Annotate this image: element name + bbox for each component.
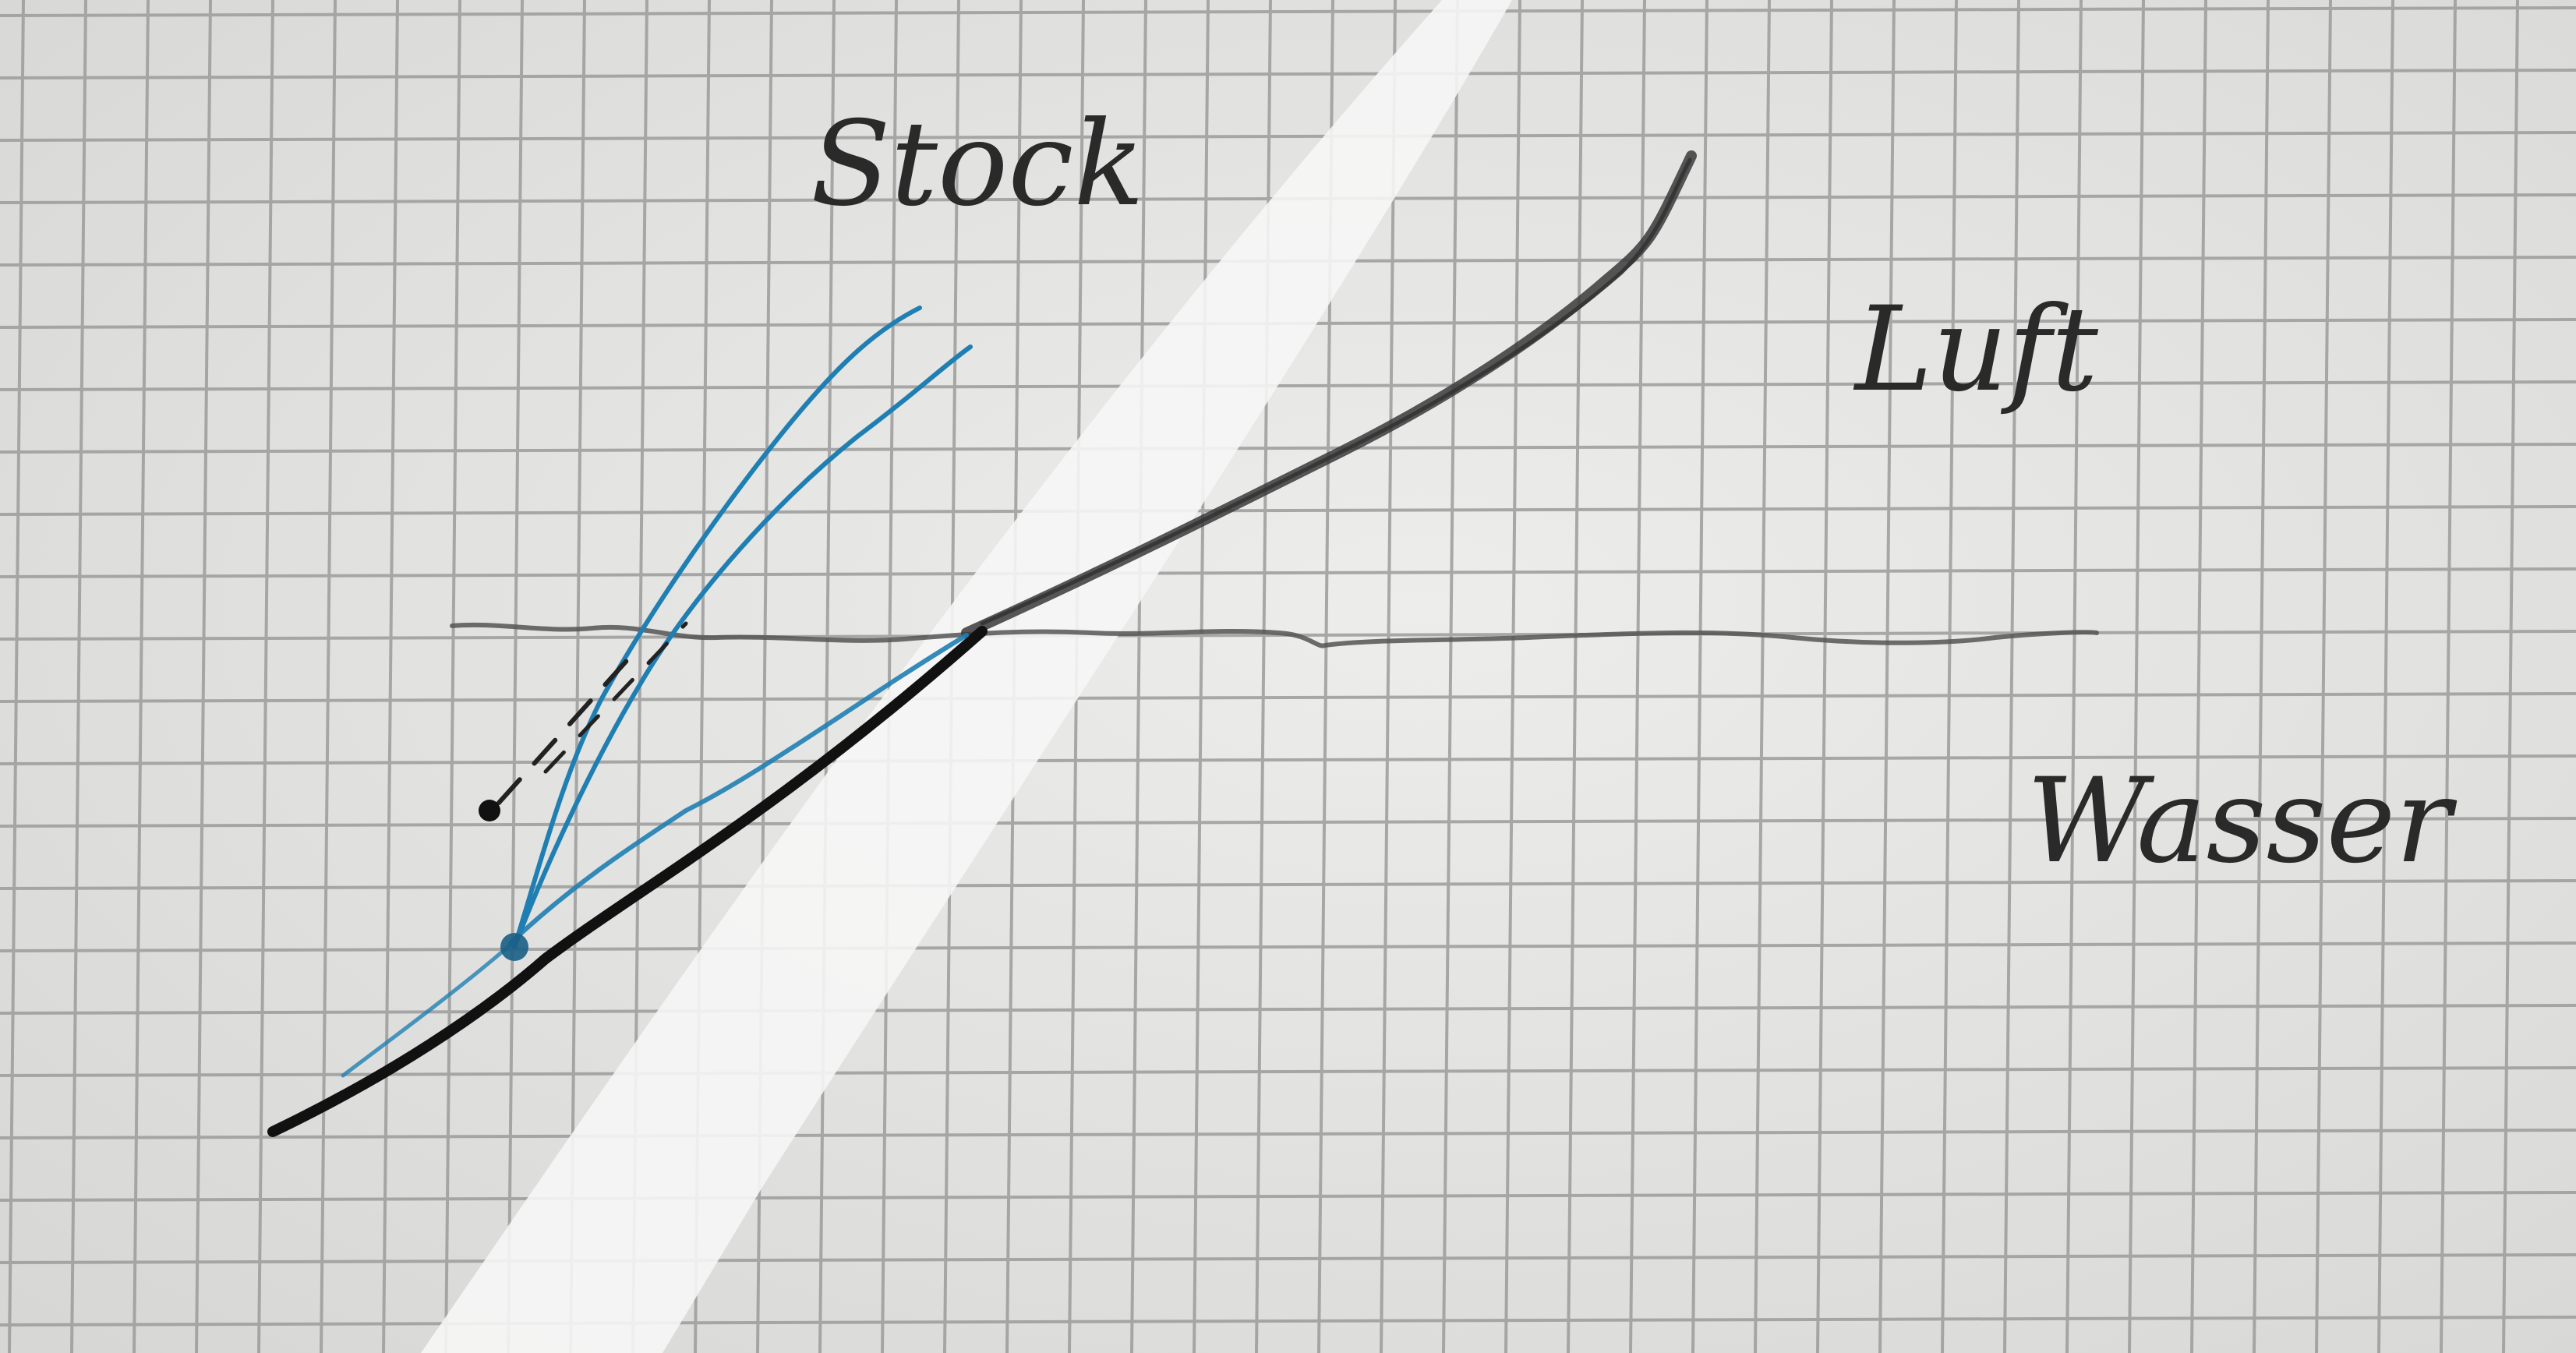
grid-line-horizontal: [0, 1129, 2576, 1139]
grid-line-vertical: [1442, 0, 1459, 1353]
grid-line-vertical: [2502, 0, 2519, 1353]
grid-line-vertical: [1130, 0, 1147, 1353]
grid-line-horizontal: [0, 817, 2576, 828]
grid-line-vertical: [2190, 0, 2207, 1353]
blue-ray-lower-segment: [341, 942, 513, 1078]
grid-line-vertical: [70, 0, 87, 1353]
grid-line-horizontal: [0, 69, 2576, 79]
grid-line-vertical: [1193, 0, 1210, 1353]
grid-line-vertical: [818, 0, 836, 1353]
grid-line-horizontal: [0, 6, 2576, 17]
dashed-extension-right: [543, 621, 688, 774]
grid-line-vertical: [1567, 0, 1584, 1353]
grid-line-vertical: [1941, 0, 1958, 1353]
grid-line-horizontal: [0, 380, 2576, 391]
grid-line-vertical: [2128, 0, 2145, 1353]
grid-line-horizontal: [0, 1066, 2576, 1077]
grid-line-vertical: [382, 0, 399, 1353]
grid-line-vertical: [2377, 0, 2394, 1353]
grid-line-vertical: [1629, 0, 1646, 1353]
grid-line-vertical: [2003, 0, 2020, 1353]
grid-line-vertical: [1504, 0, 1521, 1353]
label-air: Luft: [1853, 282, 2099, 418]
grid-line-horizontal: [0, 505, 2576, 516]
grid-line-horizontal: [0, 443, 2576, 454]
dashed-extension-left: [496, 645, 641, 805]
grid-line-horizontal: [0, 879, 2576, 890]
grid-line-vertical: [2315, 0, 2332, 1353]
grid-line-horizontal: [0, 754, 2576, 765]
water-surface-line: [450, 622, 2099, 648]
grid-line-horizontal: [0, 1253, 2576, 1264]
grid-line-vertical: [2253, 0, 2270, 1353]
grid-line-vertical: [320, 0, 337, 1353]
grid-line-vertical: [507, 0, 524, 1353]
grid-line-vertical: [569, 0, 586, 1353]
blue-ray-right: [512, 344, 973, 949]
grid-line-vertical: [257, 0, 274, 1353]
grid-line-vertical: [2065, 0, 2083, 1353]
grid-line-vertical: [195, 0, 212, 1353]
grid-line-horizontal: [0, 1316, 2576, 1327]
grid-line-horizontal: [0, 131, 2576, 142]
grid-line-vertical: [2440, 0, 2457, 1353]
grid-line-vertical: [1380, 0, 1397, 1353]
grid-line-vertical: [881, 0, 898, 1353]
stick-below-water: [267, 626, 988, 1137]
grid-line-horizontal: [0, 567, 2576, 578]
blue-ray-along-stick: [508, 633, 969, 945]
label-stick: Stock: [811, 97, 1144, 232]
grid-line-horizontal: [0, 1191, 2576, 1202]
grid-line-vertical: [1754, 0, 1771, 1353]
grid-line-vertical: [8, 0, 25, 1353]
grid-line-horizontal: [0, 692, 2576, 703]
apparent-tip-dot: [479, 800, 500, 821]
grid-line-vertical: [133, 0, 150, 1353]
grid-line-vertical: [1691, 0, 1708, 1353]
white-correction-stroke: [421, 0, 1512, 1353]
intersection-point: [500, 933, 528, 961]
label-water: Wasser: [2027, 754, 2458, 889]
grid-line-vertical: [1816, 0, 1833, 1353]
grid-line-horizontal: [0, 941, 2576, 952]
grid-line-vertical: [444, 0, 461, 1353]
blue-ray-left: [512, 306, 922, 949]
stick-above-water-outline: [980, 157, 1692, 626]
grid-line-vertical: [1878, 0, 1896, 1353]
